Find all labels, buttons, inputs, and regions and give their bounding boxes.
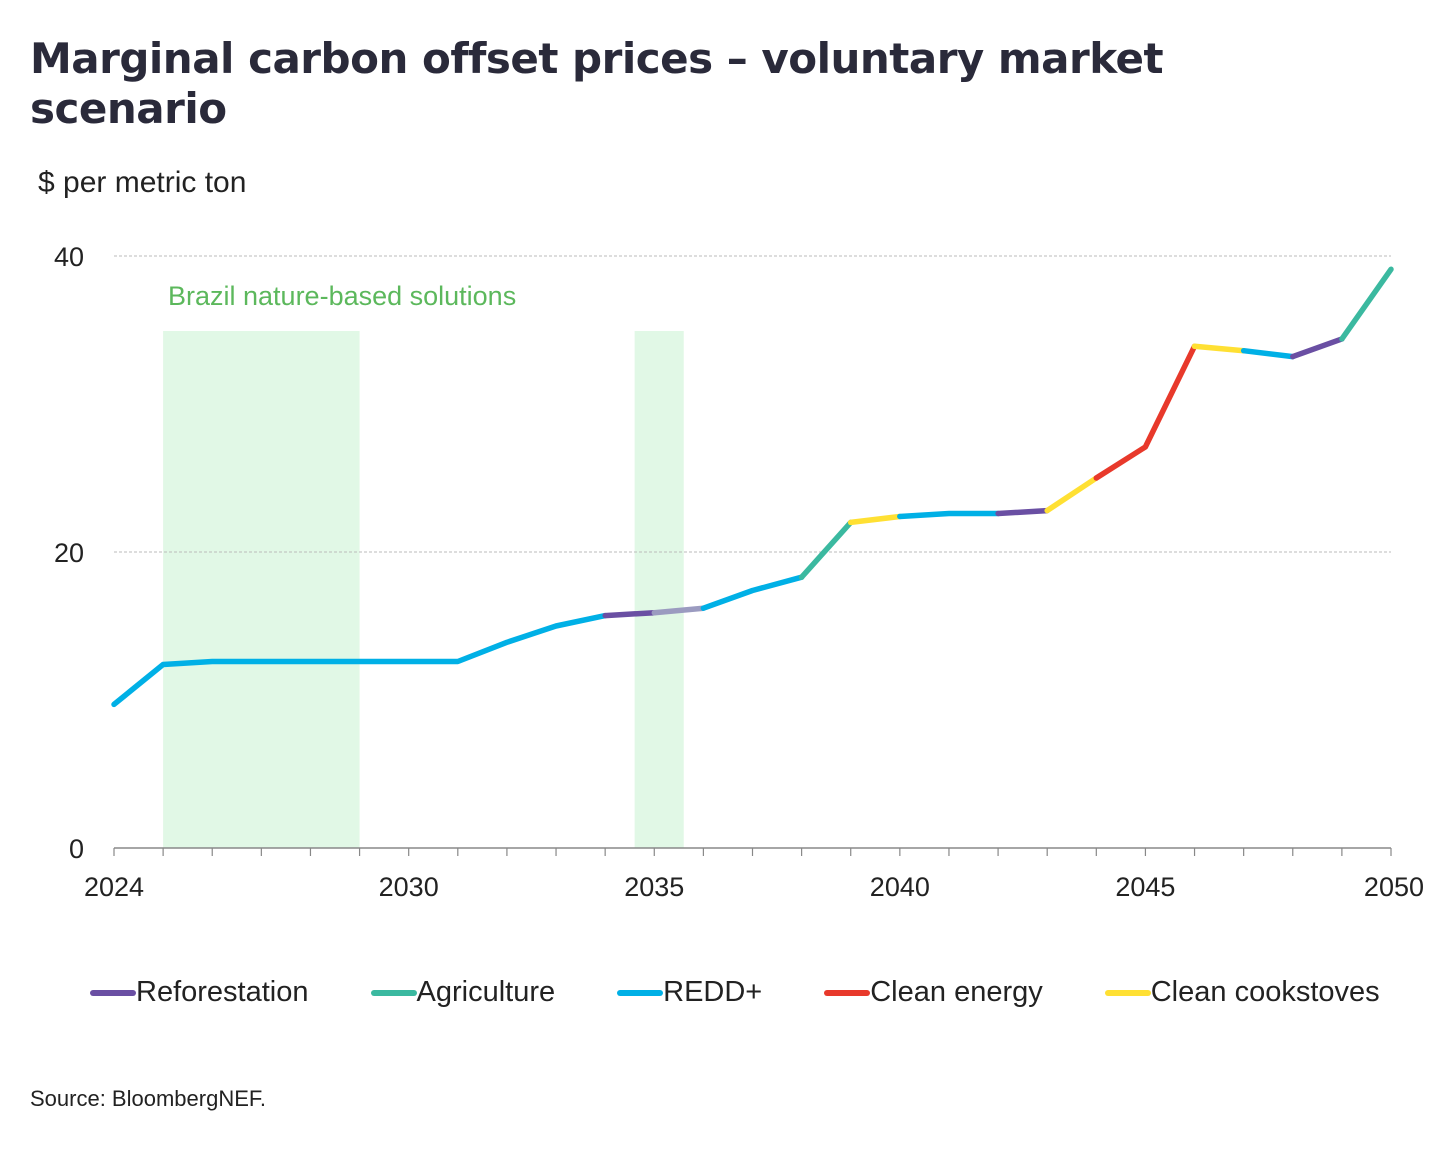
line-segment-clean-cookstoves-2046	[1191, 343, 1247, 354]
line-segment-agriculture-2049	[1339, 266, 1394, 342]
annotations: Brazil nature-based solutions	[168, 281, 516, 311]
source-note: Source: BloombergNEF.	[30, 1086, 266, 1111]
line-segment-reforestation-2034	[602, 609, 658, 619]
annotation-band-2	[634, 331, 684, 848]
legend-label-reforestation: Reforestation	[136, 976, 309, 1008]
line-segment-clean-cookstoves-2039	[847, 513, 903, 526]
legend-item-redd: REDD+	[617, 976, 762, 1009]
line-segment-reforestation-2048	[1290, 336, 1345, 360]
legend-swatch-redd	[617, 989, 664, 996]
legend-item-clean-energy: Clean energy	[824, 976, 1043, 1009]
line-segment-reforestation-2035	[651, 605, 707, 616]
grid-lines	[114, 255, 1391, 553]
legend-label-clean-cookstoves: Clean cookstoves	[1150, 976, 1380, 1008]
legend-label-redd: REDD+	[663, 976, 763, 1008]
line-segment-redd--2040	[897, 510, 1001, 520]
line-segment-reforestation-2042	[995, 507, 1050, 517]
x-tick-label-2030: 2030	[379, 872, 439, 902]
legend-item-agriculture: Agriculture	[370, 976, 556, 1009]
line-segment-redd--2047	[1240, 347, 1296, 360]
legend-label-agriculture: Agriculture	[416, 976, 556, 1008]
legend-swatch-reforestation	[90, 989, 136, 996]
line-segment-clean-cookstoves-2043	[1044, 475, 1100, 514]
x-tick-labels: 2024 2030 2035 2040 2045 2050	[84, 872, 1424, 902]
line-segment-redd--2036	[700, 574, 805, 611]
annotation-band-1	[163, 331, 360, 848]
y-axis-label: $ per metric ton	[38, 166, 247, 199]
x-tick-label-2024: 2024	[84, 872, 144, 902]
x-tick-label-2040: 2040	[870, 872, 930, 902]
annotation-bands	[163, 331, 684, 848]
line-segment-redd--2024	[111, 612, 608, 708]
series-lines	[111, 266, 1394, 708]
x-tick-label-2045: 2045	[1115, 872, 1175, 902]
legend: Reforestation Agriculture REDD+ Clean energ…	[90, 976, 1380, 1009]
y-tick-labels: 0 20 40	[54, 242, 84, 864]
y-tick-label-40: 40	[54, 242, 84, 272]
x-axis	[113, 847, 1392, 856]
legend-label-clean-energy: Clean energy	[870, 976, 1043, 1008]
line-segment-agriculture-2038	[798, 519, 854, 580]
legend-swatch-clean-cookstoves	[1104, 989, 1151, 996]
legend-swatch-agriculture	[370, 989, 417, 996]
x-tick-label-2035: 2035	[624, 872, 684, 902]
legend-item-clean-cookstoves: Clean cookstoves	[1104, 976, 1380, 1009]
x-tick-label-2050: 2050	[1364, 872, 1424, 902]
y-tick-label-20: 20	[54, 538, 84, 568]
legend-swatch-clean-energy	[824, 989, 871, 996]
line-segment-clean-energy-2044	[1093, 343, 1198, 481]
chart-title: Marginal carbon offset prices – voluntar…	[30, 34, 1164, 133]
annotation-brazil-nature-based-solutions: Brazil nature-based solutions	[168, 281, 516, 311]
y-tick-label-0: 0	[69, 834, 84, 864]
legend-item-reforestation: Reforestation	[90, 976, 309, 1009]
